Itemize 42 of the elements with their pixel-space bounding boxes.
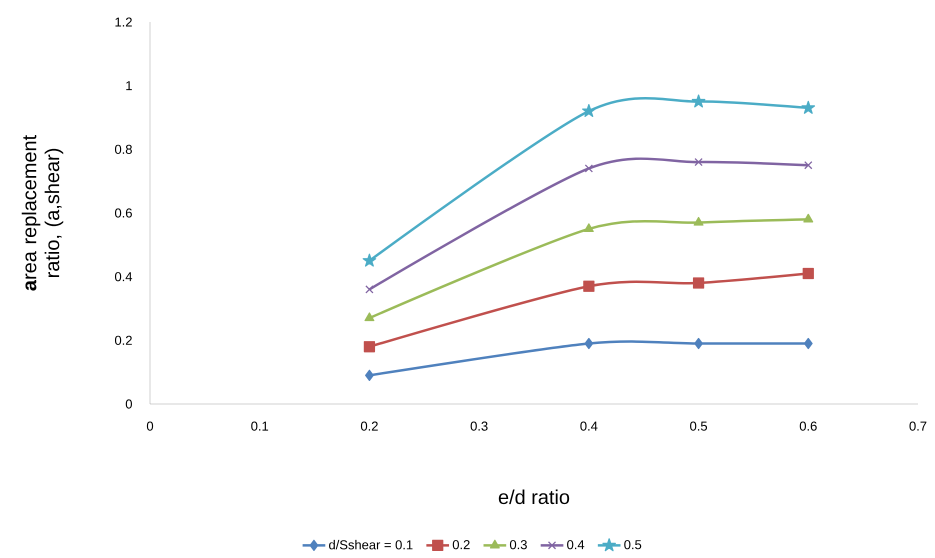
point <box>365 370 374 381</box>
y-tick-label: 1.2 <box>115 17 132 27</box>
point <box>362 254 376 267</box>
x-tick-label: 0.1 <box>251 422 268 431</box>
y-tick-label: 0.4 <box>114 272 132 282</box>
y-tick-label: 1 <box>126 81 132 90</box>
point <box>582 104 596 118</box>
x-tick-label: 0.7 <box>909 422 926 431</box>
y-tick-label: 0.8 <box>114 144 132 154</box>
legend-label: 0.5 <box>624 540 642 550</box>
point <box>694 216 704 226</box>
point <box>803 214 814 223</box>
point <box>584 164 594 173</box>
point <box>365 285 374 294</box>
x-tick-label: 0.6 <box>800 422 817 431</box>
x-tick-label: 0.2 <box>360 422 378 431</box>
legend-label: 0.2 <box>452 540 470 550</box>
point <box>583 280 594 292</box>
point <box>802 268 814 280</box>
y-axis-title: area replacement ratio, (a,shear) <box>22 135 64 291</box>
point <box>801 100 816 114</box>
point <box>694 158 703 166</box>
y-tick-label: 0.6 <box>114 208 132 218</box>
point <box>584 338 594 350</box>
x-tick-label: 0.4 <box>580 422 598 431</box>
x-tick-label: 0.3 <box>470 422 488 431</box>
legend-label: 0.4 <box>567 540 584 550</box>
point <box>804 161 812 170</box>
x-tick-label: 0 <box>146 422 154 431</box>
y-tick-label: 0 <box>126 399 132 409</box>
point <box>584 223 594 232</box>
point <box>694 338 703 350</box>
point <box>692 277 704 289</box>
y-tick-label: 0.2 <box>114 336 132 345</box>
point <box>364 312 374 322</box>
point <box>804 338 813 350</box>
point <box>692 94 706 108</box>
x-axis-title: e/d ratio <box>498 490 570 504</box>
legend-label: 0.3 <box>510 540 527 550</box>
point <box>364 341 376 352</box>
x-tick-label: 0.5 <box>690 422 708 431</box>
legend-label: d/Sshear = 0.1 <box>329 540 412 550</box>
